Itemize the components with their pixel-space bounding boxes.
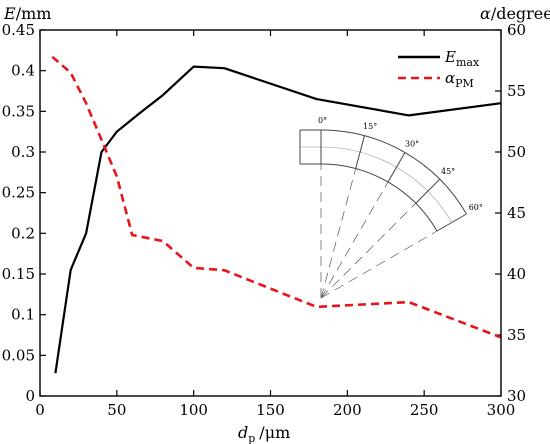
angle-label: 30° (405, 139, 419, 148)
left-y-axis-label: E/mm (3, 4, 51, 23)
bend-section-line (387, 152, 406, 183)
x-tick-label: 0 (35, 401, 45, 419)
right-y-axis-label: α/degree (480, 4, 550, 23)
legend-label-e-max: Emax (444, 48, 480, 69)
x-tick-label: 300 (487, 401, 516, 419)
angle-label: 0° (318, 116, 327, 125)
legend-label-alpha-pm: αPM (445, 69, 474, 90)
plot-background (40, 30, 501, 396)
radius-line (320, 203, 416, 299)
angle-label: 60° (469, 203, 483, 212)
left-y-axis-ticks: 0 0.05 0.1 0.15 0.2 0.25 0.3 0.35 0.4 0.45 (2, 21, 46, 405)
x-tick-label: 50 (107, 401, 126, 419)
series-line-alpha-pm (51, 55, 502, 339)
right-y-axis-ticks: 30 35 40 45 50 55 60 (495, 21, 526, 405)
x-axis-ticks: 0 50 100 150 200 250 300 (35, 30, 515, 419)
right-y-tick-label: 35 (507, 326, 526, 344)
angle-label: 45° (441, 167, 455, 176)
radius-line (320, 181, 389, 299)
angle-label: 15° (363, 122, 377, 131)
right-y-tick-label: 60 (507, 21, 526, 39)
x-tick-label: 150 (256, 401, 285, 419)
left-y-tick-label: 0.45 (2, 21, 35, 39)
left-y-tick-label: 0.25 (2, 184, 35, 202)
bend-section-line (355, 135, 365, 169)
left-y-tick-label: 0.35 (2, 102, 35, 120)
radius-line (320, 230, 438, 299)
series-layer (51, 55, 502, 374)
right-y-tick-label: 40 (507, 265, 526, 283)
right-y-tick-label: 30 (507, 387, 526, 405)
right-y-tick-label: 50 (507, 143, 526, 161)
x-tick-label: 200 (333, 401, 362, 419)
right-y-tick-label: 55 (507, 82, 526, 100)
x-axis-label: dp/μm (238, 423, 290, 444)
left-y-tick-label: 0 (25, 387, 35, 405)
left-y-tick-label: 0.4 (11, 62, 35, 80)
left-y-tick-label: 0.3 (11, 143, 35, 161)
x-tick-label: 250 (410, 401, 439, 419)
series-line-e-max (54, 65, 502, 374)
left-y-tick-label: 0.05 (2, 346, 35, 364)
bend-section-line (415, 178, 441, 204)
right-y-tick-label: 45 (507, 204, 526, 222)
x-tick-label: 100 (179, 401, 208, 419)
bend-section-line (436, 213, 467, 232)
left-y-tick-label: 0.1 (11, 306, 35, 324)
plot-frame (39, 29, 502, 397)
legend: Emax αPM (398, 48, 480, 90)
radius-line (320, 168, 357, 299)
left-y-tick-label: 0.15 (2, 265, 35, 283)
bend-schematic-inset: 0° 15° 30° 45° 60° (299, 116, 483, 299)
left-y-tick-label: 0.2 (11, 224, 35, 242)
